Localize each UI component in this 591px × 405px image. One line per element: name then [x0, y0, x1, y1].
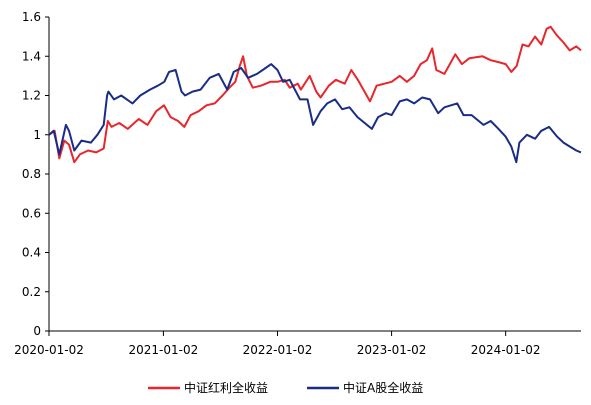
- y-axis: 0 0.2 0.4 0.6 0.8 1 1.2 1.4 1.6: [22, 10, 50, 338]
- y-tick-label: 0: [33, 324, 41, 338]
- series-line-2: [48, 63, 582, 164]
- x-tick-label: 2020-01-02: [14, 343, 84, 357]
- y-tick-label: 1: [33, 128, 41, 142]
- x-axis: 2020-01-02 2021-01-02 2022-01-02 2023-01-02…: [14, 330, 581, 357]
- x-tick-label: 2024-01-02: [471, 343, 541, 357]
- legend-label-2: 中证A股全收益: [343, 380, 423, 395]
- y-tick-label: 0.8: [22, 167, 41, 181]
- y-tick-label: 1.6: [22, 10, 41, 24]
- x-tick-label: 2022-01-02: [243, 343, 313, 357]
- y-tick-label: 1.2: [22, 89, 41, 103]
- y-tick-label: 0.4: [22, 246, 41, 260]
- series-line-1: [48, 25, 582, 164]
- y-tick-label: 0.6: [22, 206, 41, 220]
- legend: 中证红利全收益 中证A股全收益: [148, 380, 423, 395]
- series-layer: [48, 25, 582, 164]
- y-tick-label: 0.2: [22, 285, 41, 299]
- x-tick-label: 2023-01-02: [357, 343, 427, 357]
- x-tick-label: 2021-01-02: [129, 343, 199, 357]
- y-tick-label: 1.4: [22, 49, 41, 63]
- legend-label-1: 中证红利全收益: [184, 380, 268, 395]
